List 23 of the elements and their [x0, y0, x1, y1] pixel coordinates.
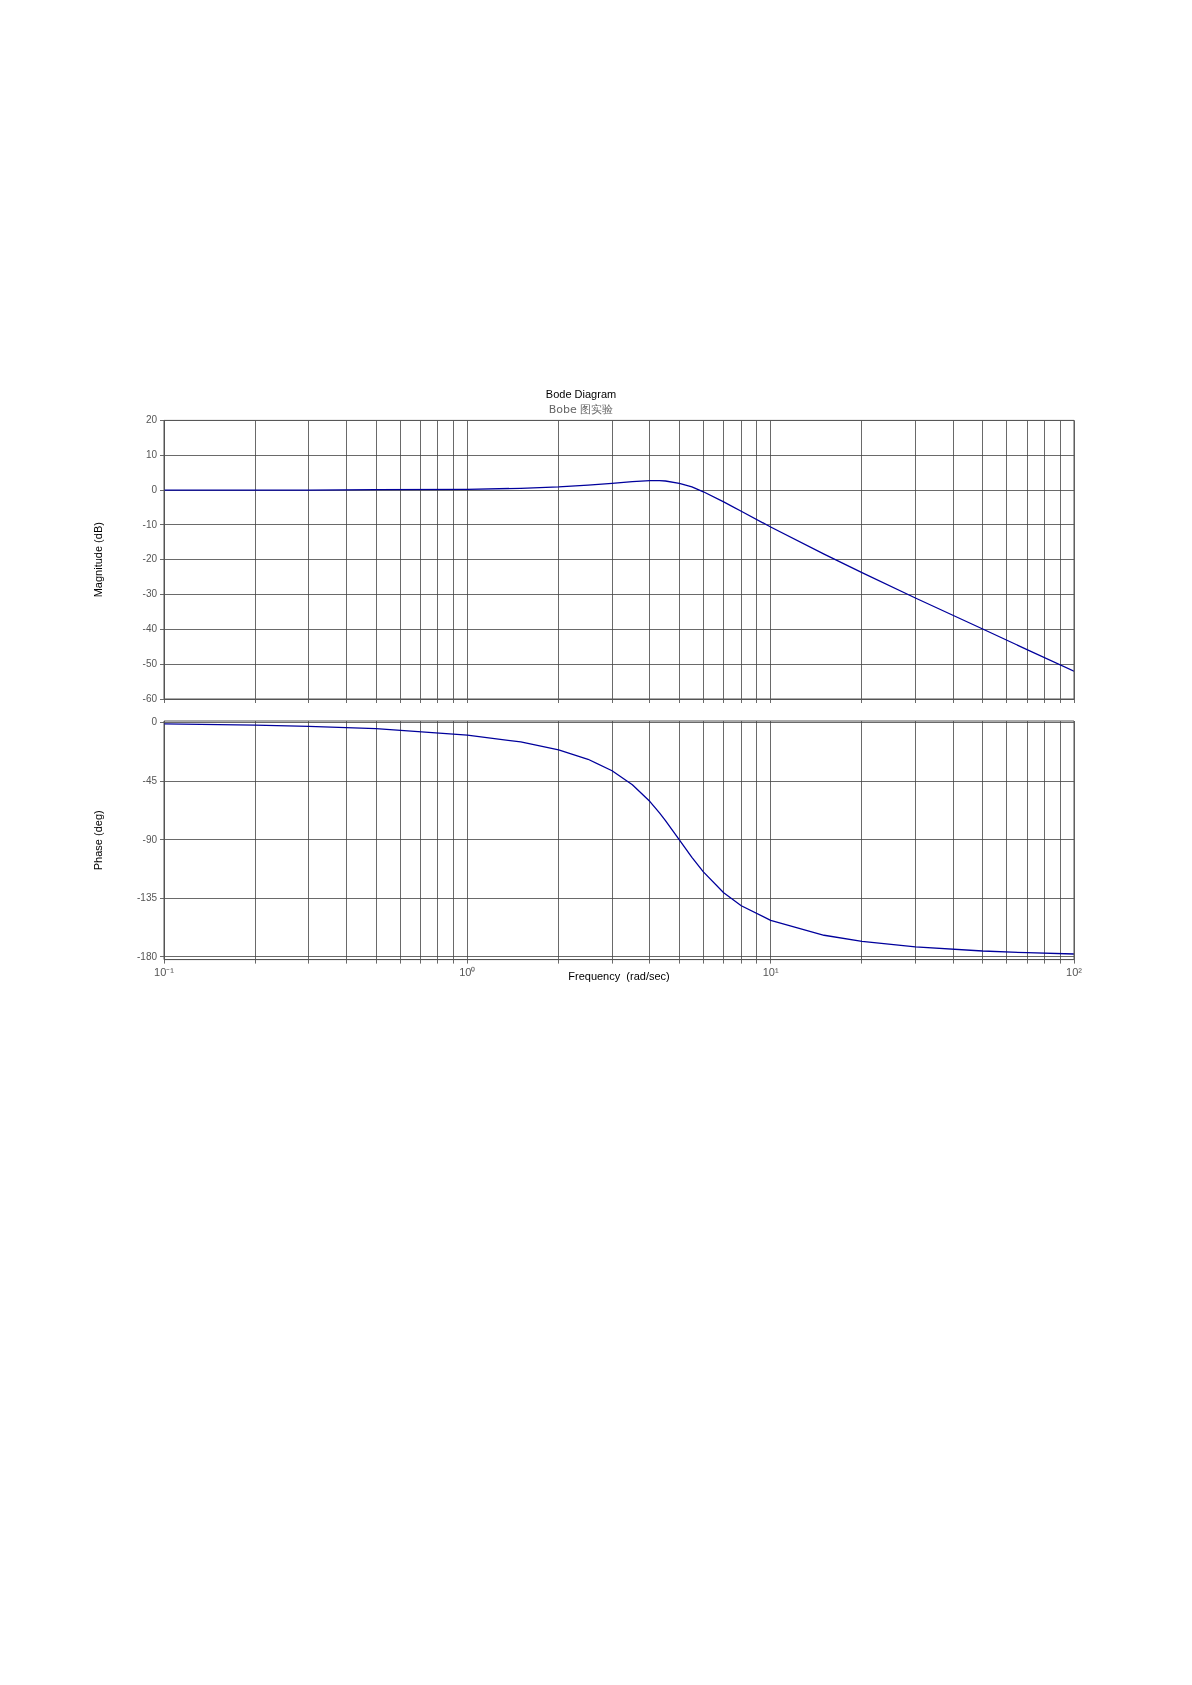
y-tick-label: -45	[142, 775, 158, 787]
x-tick-label: 10⁻¹	[154, 966, 175, 979]
y-tick-label: -10	[142, 518, 158, 530]
y-tick-label: -30	[142, 588, 158, 600]
y-tick-label: -60	[142, 692, 158, 704]
y-tick-label: -135	[136, 892, 158, 904]
x-tick-label: 10⁰	[459, 966, 476, 979]
y-tick-label: 0	[151, 483, 158, 495]
chart-title: Bode Diagram	[545, 387, 617, 400]
y-tick-label: -180	[136, 950, 158, 962]
y-axis-title: Magnitude (dB)	[91, 522, 104, 598]
y-tick-label: -90	[142, 833, 158, 845]
x-axis-title: Frequency (rad/sec)	[568, 970, 670, 983]
y-tick-label: 20	[145, 414, 158, 426]
chart-subtitle: Bobe 图实验	[548, 402, 614, 416]
x-tick-label: 10²	[1066, 966, 1083, 979]
y-tick-label: -50	[142, 657, 158, 669]
x-tick-label: 10¹	[762, 966, 779, 979]
y-tick-label: -40	[142, 623, 158, 635]
y-tick-label: -20	[142, 553, 158, 565]
y-tick-label: 0	[151, 716, 158, 728]
y-tick-label: 10	[145, 448, 158, 460]
y-axis-title: Phase (deg)	[91, 810, 104, 871]
